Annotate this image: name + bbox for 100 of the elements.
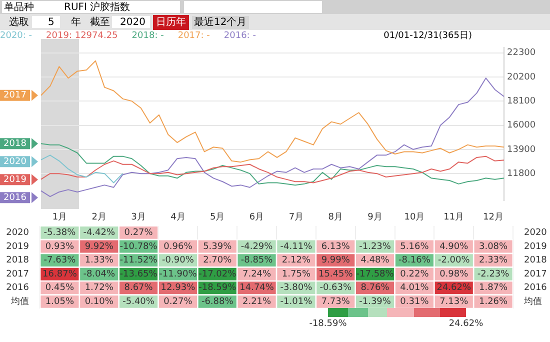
- x-tick-label: 3月: [131, 212, 146, 223]
- data-label: 2.12%: [282, 256, 311, 266]
- data-label: -4.29%: [240, 242, 274, 252]
- data-label: -1.39%: [359, 297, 392, 308]
- y-tick-label: 2017: [6, 269, 29, 280]
- data-label: 8.67%: [124, 283, 154, 294]
- data-label: -4.11%: [280, 242, 313, 252]
- data-label: -17.02%: [198, 269, 237, 280]
- y-tick-label: 2019: [6, 242, 30, 252]
- data-label: 16.87%: [42, 269, 78, 280]
- x-tick-label: 6月: [249, 212, 264, 223]
- data-label: 0.22%: [400, 269, 430, 280]
- data-label: -6.88%: [201, 297, 234, 308]
- y-tick-label: 16000: [507, 120, 536, 131]
- data-label: 5.16%: [400, 242, 430, 252]
- x-tick-label: 12月: [483, 212, 504, 223]
- x-tick-label: 9月: [368, 212, 382, 223]
- x-tick-label: 1月: [52, 212, 68, 223]
- data-label: 3.08%: [478, 242, 508, 252]
- x-tick-label: 11月: [444, 212, 464, 223]
- data-label: 1.72%: [84, 283, 114, 294]
- data-label: -10.78%: [120, 242, 158, 252]
- text: 2017: -: [178, 30, 210, 43]
- y2-tick-label: 2020: [524, 228, 548, 238]
- data-label: 2.33%: [478, 256, 508, 266]
- data-label: -1.01%: [280, 297, 313, 308]
- data-label: 5.39%: [203, 242, 232, 252]
- x-tick-label: 5月: [210, 212, 225, 223]
- y2-tick-label: 2018: [524, 256, 548, 266]
- data-label: 24.62%: [436, 283, 472, 294]
- data-label: -2.00%: [438, 256, 470, 266]
- data-label: -8.16%: [398, 256, 431, 266]
- data-label: 2.21%: [242, 297, 272, 308]
- data-label: 0.96%: [164, 242, 193, 252]
- x-tick-label: 4月: [170, 212, 186, 223]
- data-label: 0.27%: [124, 228, 154, 238]
- text: 2018: -: [132, 30, 164, 43]
- data-label: -11.90%: [159, 269, 198, 280]
- color-bar-label: 24.62%: [448, 318, 484, 331]
- x-tick-label: 10月: [404, 212, 425, 223]
- text: 2020: [120, 16, 146, 29]
- y2-tick-label: 2016: [524, 283, 548, 294]
- x-tick-label: 7月: [288, 212, 304, 223]
- data-label: -17.58%: [356, 269, 394, 280]
- text: 5: [48, 16, 54, 29]
- data-label: 4.90%: [440, 242, 469, 252]
- data-label: 4.48%: [360, 256, 390, 266]
- data-label: 0.98%: [440, 269, 469, 280]
- data-label: 2.70%: [203, 256, 232, 266]
- text: 2016: -: [224, 30, 256, 43]
- y-tick-label: 2016: [6, 283, 30, 294]
- data-label: 12.93%: [160, 283, 196, 294]
- data-label: 6.13%: [321, 242, 350, 252]
- data-label: -5.38%: [44, 228, 76, 238]
- data-label: -0.90%: [162, 256, 194, 266]
- data-label: 0.10%: [84, 297, 114, 308]
- data-label: 1.33%: [84, 256, 114, 266]
- data-label: 0.93%: [45, 242, 74, 252]
- data-label: 9.92%: [84, 242, 114, 252]
- text: 截至: [90, 16, 110, 29]
- x-tick-label: 8月: [328, 212, 343, 223]
- text: 选取: [9, 16, 29, 29]
- data-label: 8.76%: [360, 283, 390, 294]
- data-label: -18.59%: [198, 283, 237, 294]
- data-label: 1.75%: [282, 269, 311, 280]
- data-label: 4.01%: [400, 283, 430, 294]
- data-label: -3.80%: [280, 283, 313, 294]
- data-label: 9.99%: [321, 256, 350, 266]
- data-label: 0.31%: [400, 297, 430, 308]
- y-tick-label: 11800: [507, 168, 536, 179]
- text: 最近12个月: [192, 16, 249, 29]
- data-label: -11.52%: [120, 256, 158, 266]
- data-label: -7.63%: [44, 256, 76, 266]
- text: 年: [71, 16, 81, 29]
- text: 2020: -: [0, 30, 32, 43]
- data-label: -5.40%: [122, 297, 155, 308]
- data-label: -13.65%: [120, 269, 158, 280]
- y-tick-label: 18100: [507, 96, 536, 106]
- data-label: -8.85%: [240, 256, 274, 266]
- data-label: 15.45%: [318, 269, 354, 280]
- color-bar-label: -18.59%: [309, 318, 347, 331]
- data-label: 0.27%: [164, 297, 193, 308]
- chart-title: RUFI 沪胶指数: [64, 1, 130, 14]
- y2-tick-label: 2017: [524, 269, 547, 280]
- data-label: 7.13%: [440, 297, 469, 308]
- data-label: -8.04%: [83, 269, 116, 280]
- y-tick-label: 2018: [6, 256, 30, 266]
- y2-tick-label: 2019: [524, 242, 548, 252]
- text: 2019: 12974.25: [46, 30, 118, 43]
- data-label: -4.42%: [83, 228, 116, 238]
- data-label: 1.87%: [478, 283, 508, 294]
- text: 01/01-12/31(365日): [384, 30, 472, 43]
- y-tick-label: 均值: [10, 296, 29, 308]
- text: 单品种: [4, 1, 34, 14]
- data-label: 7.24%: [242, 269, 272, 280]
- data-label: -1.23%: [359, 242, 392, 252]
- data-label: -2.23%: [477, 269, 510, 280]
- data-label: 0.45%: [45, 283, 74, 294]
- data-label: -0.63%: [320, 283, 352, 294]
- y-tick-label: 22300: [507, 48, 536, 58]
